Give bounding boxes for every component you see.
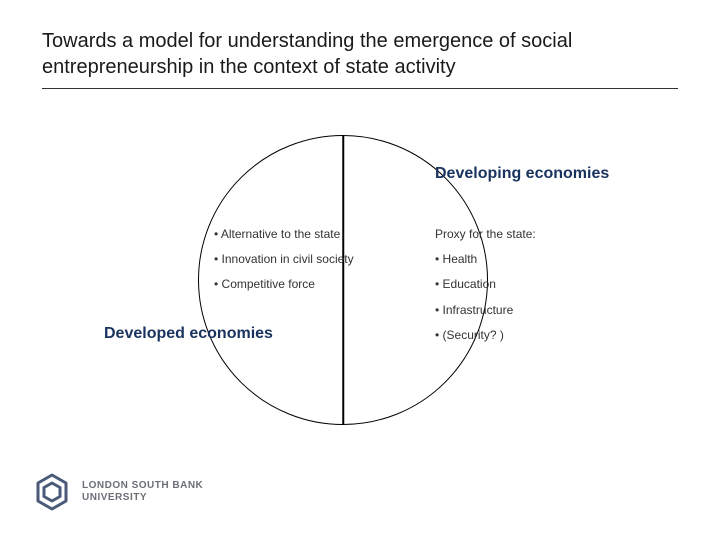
logo-text-line2: UNIVERSITY: [82, 492, 203, 505]
list-item: Education: [435, 272, 536, 297]
list-item: Health: [435, 247, 536, 272]
left-bullet-list: Alternative to the state Innovation in c…: [214, 222, 354, 298]
list-item: Infrastructure: [435, 298, 536, 323]
logo-mark-icon: [32, 472, 72, 512]
heading-developing-economies: Developing economies: [435, 165, 609, 183]
slide-title: Towards a model for understanding the em…: [42, 28, 678, 89]
university-logo: LONDON SOUTH BANK UNIVERSITY: [32, 472, 203, 512]
list-leader: Proxy for the state:: [435, 222, 536, 247]
list-item: (Security? ): [435, 323, 536, 348]
right-bullet-list: Proxy for the state: Health Education In…: [435, 222, 536, 348]
logo-text-line1: LONDON SOUTH BANK: [82, 480, 203, 493]
list-item: Competitive force: [214, 272, 354, 297]
list-item: Innovation in civil society: [214, 247, 354, 272]
heading-developed-economies: Developed economies: [104, 325, 273, 343]
logo-text: LONDON SOUTH BANK UNIVERSITY: [82, 480, 203, 505]
list-item: Alternative to the state: [214, 222, 354, 247]
